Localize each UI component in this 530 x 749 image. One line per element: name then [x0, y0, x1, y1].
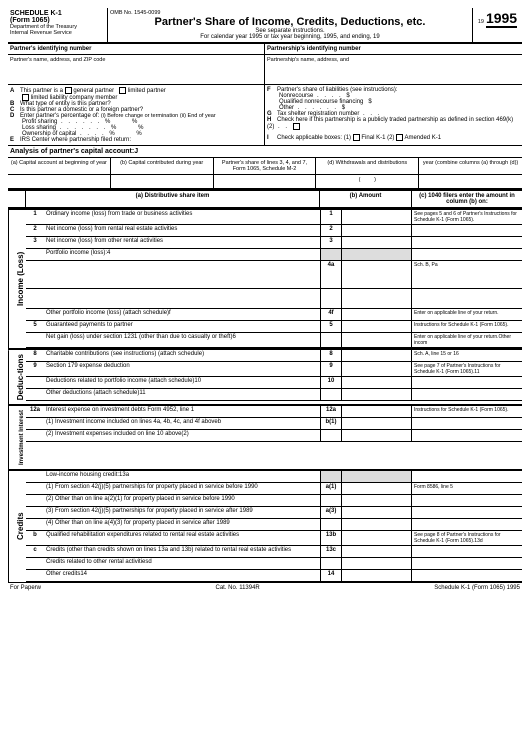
h-text: Check here if this partnership is a publ…: [267, 117, 513, 130]
income-label: Income (Loss): [8, 210, 26, 348]
checkbox-limited[interactable]: [119, 87, 126, 94]
partner-id-label: Partner's identifying number: [8, 44, 265, 54]
analysis-col-e: year (combine columns (a) through (d)): [419, 158, 522, 174]
header-left: SCHEDULE K-1 (Form 1065) Department of t…: [8, 8, 108, 42]
analysis-col-a: (a) Capital account at beginning of year: [8, 158, 111, 174]
footer-sched: Schedule K-1 (Form 1065) 1995: [434, 585, 520, 591]
deductions-section: Deduc-tions 8Charitable contributions (s…: [8, 348, 522, 404]
analysis-data-row: ( ): [8, 175, 522, 189]
analysis-col-b: (b) Capital contributed during year: [111, 158, 214, 174]
analysis-header-row: (a) Capital account at beginning of year…: [8, 158, 522, 175]
info-section: AThis partner is a general partner limit…: [8, 85, 522, 146]
info-right: FPartner's share of liabilities (see ins…: [265, 85, 522, 145]
footer-cat: Cat. No. 11394R: [216, 585, 260, 591]
analysis-col-c: Partner's share of lines 3, 4, and 7, Fo…: [214, 158, 317, 174]
year-prefix: 19: [478, 19, 484, 25]
checkbox-final[interactable]: [353, 134, 360, 141]
credits-label: Credits: [8, 471, 26, 582]
i-text: Check applicable boxes:: [277, 135, 342, 141]
info-left: AThis partner is a general partner limit…: [8, 85, 265, 145]
e-text: IRS Center where partnership filed retur…: [20, 137, 131, 143]
schedule-label: SCHEDULE K-1: [10, 10, 105, 17]
investment-section: Investment Interest 12aInterest expense …: [8, 404, 522, 469]
partnership-addr: Partnership's name, address, and: [265, 55, 522, 84]
partnership-id-label: Partnership's identifying number: [265, 44, 522, 54]
analysis-title: Analysis of partner's capital account:J: [8, 146, 522, 158]
addr-row: Partner's name, address, and ZIP code Pa…: [8, 55, 522, 85]
col-c-header: (c) 1040 filers enter the amount in colu…: [412, 191, 522, 207]
col-a-header: (a) Distributive share item: [26, 191, 320, 207]
deduc-label: Deduc-tions: [8, 350, 26, 404]
form-header: SCHEDULE K-1 (Form 1065) Department of t…: [8, 8, 522, 44]
year: 1995: [486, 10, 517, 28]
checkbox-llc[interactable]: [22, 94, 29, 101]
col-b-header: (b) Amount: [320, 191, 412, 207]
checkbox-amended[interactable]: [396, 134, 403, 141]
header-right: 19 1995: [472, 8, 522, 42]
invest-label: Investment Interest: [8, 406, 26, 469]
checkbox-h[interactable]: [293, 123, 300, 130]
id-row: Partner's identifying number Partnership…: [8, 44, 522, 55]
main-title: Partner's Share of Income, Credits, Dedu…: [110, 16, 470, 28]
credits-section: Credits Low-income housing credit:13a (1…: [8, 469, 522, 582]
analysis-col-d: (d) Withdrawals and distributions: [316, 158, 419, 174]
header-mid: OMB No. 1545-0099 Partner's Share of Inc…: [108, 8, 472, 42]
column-headers: (a) Distributive share item (b) Amount (…: [8, 189, 522, 208]
form-label: (Form 1065): [10, 17, 105, 24]
footer: For Paperw Cat. No. 11394R Schedule K-1 …: [8, 582, 522, 593]
income-section: Income (Loss) 1Ordinary income (loss) fr…: [8, 208, 522, 348]
page: SCHEDULE K-1 (Form 1065) Department of t…: [0, 0, 530, 601]
partner-addr: Partner's name, address, and ZIP code: [8, 55, 265, 84]
checkbox-general[interactable]: [65, 87, 72, 94]
footer-paperwork: For Paperw: [10, 585, 41, 591]
calendar-year: For calendar year 1995 or tax year begin…: [110, 34, 470, 40]
irs-label: Internal Revenue Service: [10, 30, 105, 36]
